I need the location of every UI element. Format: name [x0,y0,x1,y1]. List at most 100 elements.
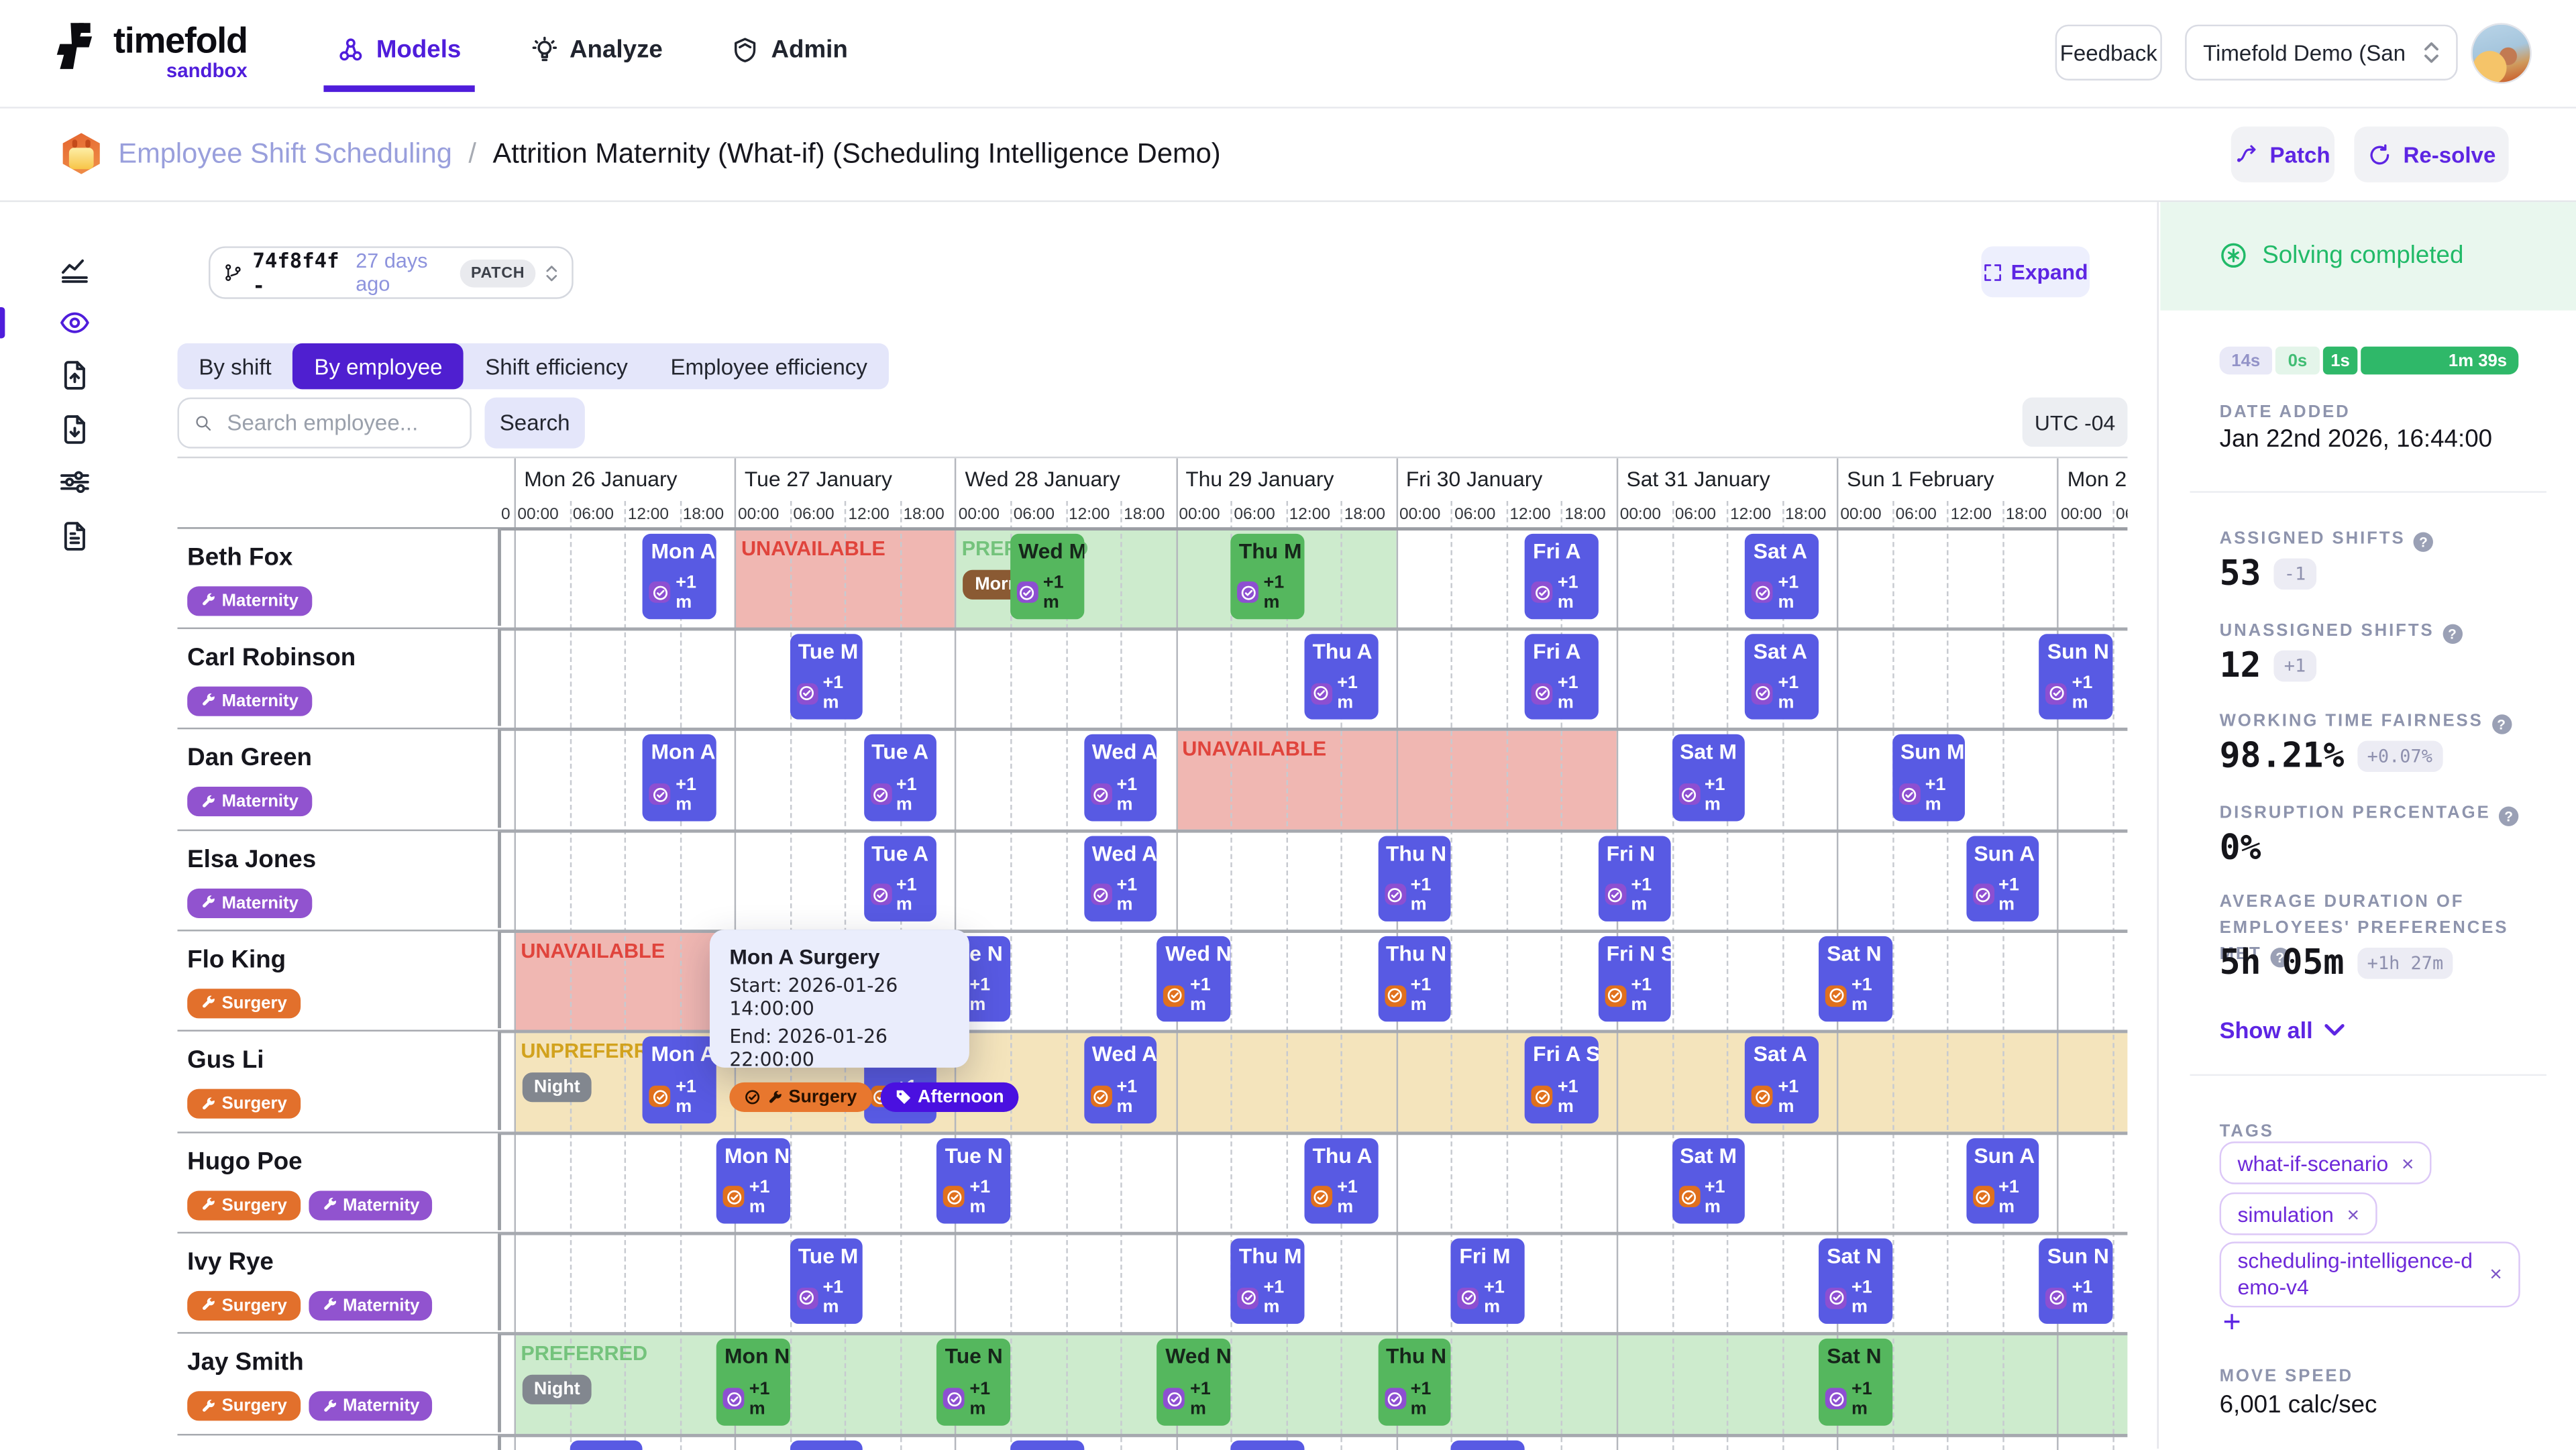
shift-block[interactable]: Sun M +1 m [1892,734,1966,821]
shift-block[interactable]: Sat A +1 m [1745,633,1819,720]
search-field[interactable] [177,397,472,449]
shift-block[interactable]: Thu N +1 m [1377,1339,1452,1425]
shift-label: Wed N [1165,940,1231,966]
shift-block[interactable]: Fri A S +1 m [1524,1036,1599,1123]
shift-block[interactable]: Fri N +1 m [1598,835,1672,922]
resolve-button[interactable]: Re-solve [2354,126,2509,182]
shift-block[interactable]: Fri M +1 m [1451,1238,1525,1325]
grid-header-border [177,527,2128,531]
rail-item-file-upload[interactable] [59,359,91,391]
shift-block[interactable]: Sat N +1 m [1819,1339,1892,1425]
nav-item-analyze[interactable]: Analyze [530,36,663,64]
search-input[interactable] [223,408,455,437]
shift-block[interactable]: Mon N +1 m [716,1339,790,1425]
shift-label: Wed A [1091,1042,1158,1066]
shift-block[interactable]: Sat A +1 m [1745,533,1819,619]
add-tag-button[interactable]: + [2222,1305,2241,1341]
shift-block[interactable]: Sun N +1 m [2039,633,2113,720]
help-icon[interactable]: ? [2413,532,2434,552]
schedule-gantt: 0 Mon 26 January 00:00 06:00 12:00 18:00 Tue 2… [177,456,2128,1450]
shift-block[interactable]: +1 m [790,1439,863,1450]
help-icon[interactable]: ? [2498,806,2519,826]
shift-block[interactable]: Mon A +1 m [643,533,716,619]
breadcrumb-model-link[interactable]: Employee Shift Scheduling [118,137,452,169]
shift-block[interactable]: Wed M +1 m [1010,533,1084,619]
tab-by-employee[interactable]: By employee [292,343,464,390]
shift-block[interactable]: Mon N +1 m [716,1137,790,1224]
shift-block[interactable]: +1 m [1010,1439,1084,1450]
shift-skill-icon [869,884,892,906]
shift-label: Thu N [1385,940,1447,966]
shift-block[interactable]: Fri N S +1 m [1598,936,1672,1022]
shift-block[interactable]: Tue A +1 m [863,734,937,821]
tab-employee-efficiency[interactable]: Employee efficiency [670,353,867,379]
patch-button[interactable]: Patch [2231,126,2335,182]
shift-block[interactable]: Thu M +1 m [1230,533,1304,619]
shift-block[interactable]: +1 m [569,1439,643,1450]
shift-block[interactable]: Thu N +1 m [1377,936,1452,1022]
shift-block[interactable]: Tue N +1 m [936,1339,1010,1425]
shift-block[interactable]: Sun N +1 m [2039,1238,2113,1325]
search-button[interactable]: Search [484,397,585,449]
expand-button[interactable]: Expand [1981,246,2090,298]
shift-block[interactable]: Mon A +1 m [643,734,716,821]
user-avatar[interactable] [2471,23,2532,84]
shift-block[interactable]: Wed A +1 m [1083,835,1158,922]
shift-block[interactable]: Mon A +1 m [643,1036,716,1123]
shift-block[interactable]: +1 m [1230,1439,1304,1450]
shift-block[interactable]: Tue N +1 m [936,1137,1010,1224]
rail-item-file-download[interactable] [59,414,91,445]
help-icon[interactable]: ? [2269,948,2290,968]
shift-plus-badge: +1 m [1311,1177,1378,1217]
shift-plus-label: +1 m [676,774,696,814]
shift-label: Mon A [651,538,716,563]
shift-block[interactable]: Fri A +1 m [1524,533,1599,619]
tab-by-shift[interactable]: By shift [199,353,272,379]
shift-block[interactable]: Wed A +1 m [1083,734,1158,821]
rail-item-chart[interactable] [59,253,91,284]
brand-logo[interactable]: timefold sandbox [54,21,248,82]
shift-label: Thu M [1238,538,1302,563]
shift-block[interactable]: Sat N +1 m [1819,936,1892,1022]
tooltip-end: End: 2026-01-26 22:00:00 [729,1025,888,1071]
tag-remove-icon[interactable]: × [2347,1201,2360,1227]
shift-block[interactable]: Thu A +1 m [1304,633,1378,720]
shift-block[interactable]: Sat A +1 m [1745,1036,1819,1123]
shift-block[interactable]: Sun A +1 m [1966,1137,2039,1224]
shift-block[interactable]: Fri A +1 m [1524,633,1599,720]
shift-block[interactable]: Sat M +1 m [1671,1137,1746,1224]
rail-item-report[interactable] [59,520,91,552]
show-all-button[interactable]: Show all [2220,1017,2345,1043]
rail-item-sliders[interactable] [59,467,91,498]
shift-block[interactable]: Wed A +1 m [1083,1036,1158,1123]
tag-remove-icon[interactable]: × [2489,1261,2502,1286]
shift-block[interactable]: Wed N +1 m [1157,1339,1231,1425]
shift-block[interactable]: Sun A +1 m [1966,835,2039,922]
tag-remove-icon[interactable]: × [2401,1150,2414,1176]
shift-block[interactable]: Tue M +1 m [790,633,863,720]
nav-item-admin[interactable]: Admin [732,36,848,64]
feedback-button[interactable]: Feedback [2055,24,2162,81]
version-select[interactable]: 74f8f4f - 27 days ago PATCH [209,246,574,299]
tag-label: scheduling-intelligence-demo-v4 [2237,1248,2473,1300]
shift-block[interactable]: +1 m [1451,1439,1525,1450]
shift-block[interactable]: Sat N +1 m [1819,1238,1892,1325]
shift-block[interactable]: Wed N +1 m [1157,936,1231,1022]
shift-plus-label: +1 m [1704,1177,1725,1217]
help-icon[interactable]: ? [2442,624,2463,645]
shift-block[interactable]: Thu A +1 m [1304,1137,1378,1224]
nav-item-models[interactable]: Models [323,36,474,93]
shift-block[interactable]: Tue M +1 m [790,1238,863,1325]
skill-badge-label: Maternity [343,1396,420,1416]
shift-skill-icon [1090,884,1112,906]
tab-shift-efficiency[interactable]: Shift efficiency [485,353,628,379]
shift-label: Sat M [1680,739,1737,765]
workspace-select[interactable]: Timefold Demo (San [2185,24,2458,81]
rail-item-eye[interactable] [59,307,91,339]
shift-block[interactable]: Tue A +1 m [863,835,937,922]
shift-block[interactable]: Thu N +1 m [1377,835,1452,922]
shift-block[interactable]: Thu M +1 m [1230,1238,1304,1325]
help-icon[interactable]: ? [2491,714,2512,734]
shift-block[interactable]: Sat M +1 m [1671,734,1746,821]
skill-badge-label: Maternity [221,590,299,610]
